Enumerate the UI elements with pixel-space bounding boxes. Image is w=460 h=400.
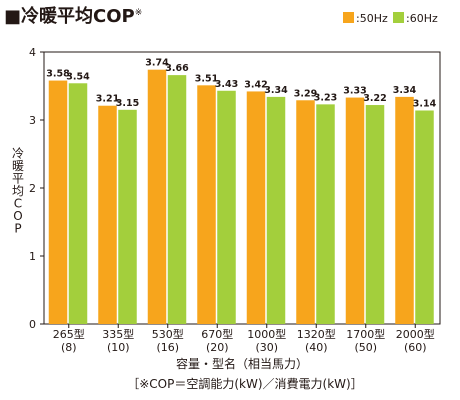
bar-50hz-4 (246, 91, 266, 324)
y-axis-label-char: 暖 (12, 159, 24, 173)
bar-50hz-5 (296, 100, 315, 324)
chart-title-note: ※ (135, 8, 143, 18)
legend-swatch-50hz (343, 12, 354, 23)
bar-value-label: 3.74 (145, 58, 169, 69)
bar-60hz-4 (266, 96, 286, 324)
y-tick-label: 2 (29, 182, 36, 195)
category-label: 1320型 (297, 327, 336, 341)
legend-swatch-60hz (393, 12, 404, 23)
category-label: 1000型 (247, 327, 286, 341)
y-axis-label-char: P (14, 222, 21, 236)
y-axis: 0 1 2 3 4 (29, 46, 44, 331)
y-axis-label-char: 冷 (12, 147, 24, 161)
bar-value-label: 3.29 (294, 88, 317, 99)
bar-value-label: 3.42 (244, 79, 267, 90)
category-sublabel: (60) (404, 341, 427, 354)
bar-60hz-7 (415, 110, 434, 324)
category-sublabel: (40) (305, 341, 328, 354)
bar-60hz-1 (118, 109, 137, 324)
category-sublabel: (8) (61, 341, 77, 354)
bar-value-label: 3.22 (363, 93, 386, 104)
footnote: ［※COP＝空調能力(kW)／消費電力(kW)］ (127, 376, 362, 391)
x-axis-label: 容量・型名（相当馬力） (176, 356, 308, 371)
y-axis-label-char: C (14, 197, 22, 211)
category-label: 1700型 (346, 327, 385, 341)
bar-50hz-0 (48, 80, 68, 324)
value-labels: 3.583.543.213.153.743.663.513.43 3.423.34… (46, 58, 436, 110)
bar-60hz-3 (217, 90, 236, 324)
category-label: 335型 (102, 327, 134, 341)
y-tick-label: 3 (29, 114, 36, 127)
chart-title: ■冷暖平均COP※ (4, 5, 142, 27)
legend-label-60hz: :60Hz (406, 12, 438, 25)
bar-50hz-7 (395, 96, 414, 324)
y-axis-label-char: 均 (12, 184, 24, 198)
bar-value-label: 3.21 (96, 94, 119, 105)
bar-60hz-0 (68, 83, 88, 324)
bar-value-label: 3.66 (165, 63, 189, 74)
y-tick-label: 1 (29, 250, 36, 263)
category-label: 530型 (152, 327, 184, 341)
y-tick-label: 0 (29, 318, 36, 331)
bar-value-label: 3.51 (195, 73, 218, 84)
category-sublabel: (20) (206, 341, 229, 354)
bar-value-label: 3.54 (66, 71, 90, 82)
x-axis: 265型(8) 335型(10) 530型(16) 670型(20) 1000型(30)… (53, 324, 435, 354)
bar-value-label: 3.34 (264, 85, 288, 96)
y-axis-label: 冷暖平均 C O P (12, 147, 24, 236)
bar-value-label: 3.58 (46, 69, 70, 80)
category-sublabel: (16) (156, 341, 179, 354)
bar-50hz-3 (197, 85, 216, 324)
category-label: 265型 (53, 327, 85, 341)
category-label: 2000型 (396, 327, 435, 341)
bar-60hz-2 (167, 75, 187, 325)
bars (48, 69, 434, 325)
bar-value-label: 3.43 (215, 79, 238, 90)
category-sublabel: (30) (255, 341, 278, 354)
bar-60hz-6 (365, 105, 385, 324)
bar-50hz-1 (98, 105, 117, 324)
category-sublabel: (50) (354, 341, 377, 354)
bar-value-label: 3.15 (116, 98, 139, 109)
bar-value-label: 3.33 (343, 86, 366, 97)
bar-value-label: 3.23 (314, 92, 337, 103)
bar-50hz-6 (345, 97, 365, 324)
legend: :50Hz :60Hz (343, 12, 438, 25)
legend-label-50hz: :50Hz (356, 12, 388, 25)
chart-title-text: ■冷暖平均COP (4, 5, 135, 27)
y-tick-label: 4 (29, 46, 36, 59)
category-label: 670型 (201, 327, 233, 341)
y-axis-label-char: O (13, 209, 22, 223)
bar-60hz-5 (316, 104, 335, 324)
y-axis-label-char: 平 (12, 172, 24, 186)
bar-50hz-2 (147, 69, 167, 325)
category-sublabel: (10) (107, 341, 130, 354)
bar-value-label: 3.14 (413, 98, 437, 109)
bar-value-label: 3.34 (393, 85, 417, 96)
